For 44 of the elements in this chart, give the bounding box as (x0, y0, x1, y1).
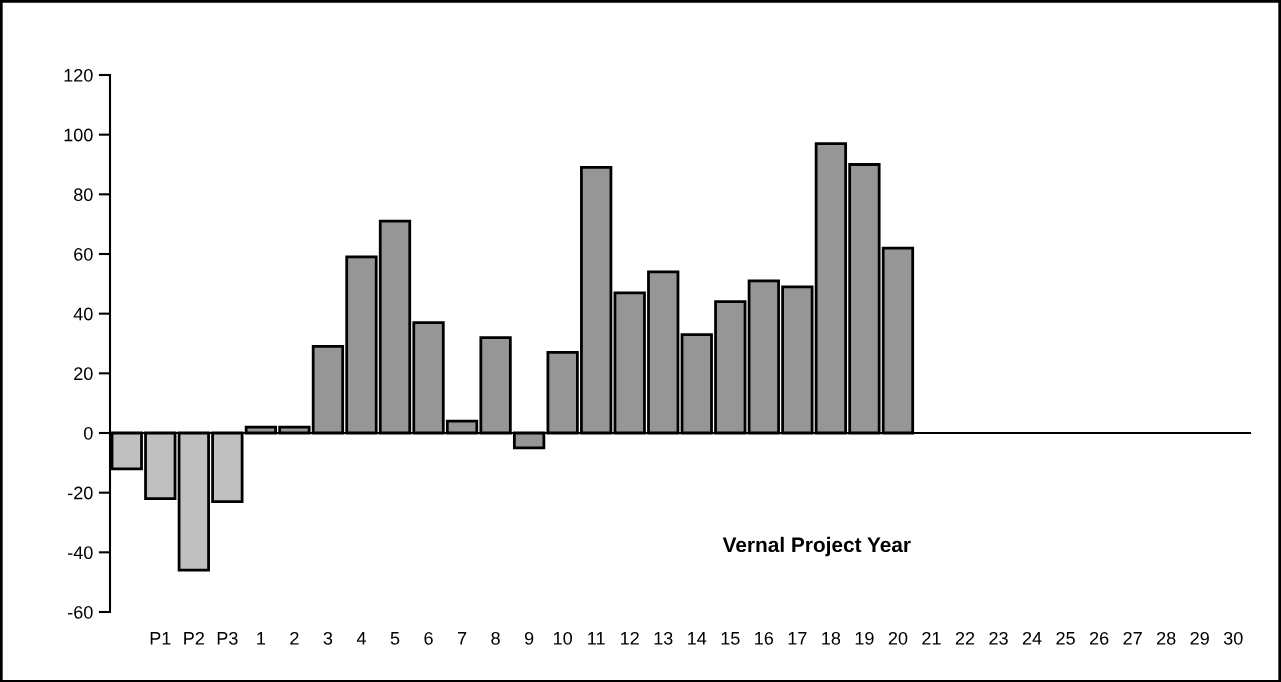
x-tick-label: 19 (855, 631, 874, 645)
x-tick-label: 3 (323, 631, 333, 645)
x-tick-label: 6 (424, 631, 433, 645)
y-tick-label: -40 (68, 546, 93, 560)
y-tick-label: 40 (73, 307, 93, 321)
x-tick-label: 4 (356, 632, 366, 645)
x-tick-label: 1 (257, 632, 266, 645)
y-tick-label: 60 (74, 247, 93, 261)
x-tick-label: 10 (553, 631, 572, 645)
y-tick-label: 0 (84, 426, 93, 440)
x-tick-label: 12 (621, 631, 639, 645)
x-tick-label: 21 (922, 631, 941, 645)
x-tick-label: 17 (788, 632, 807, 645)
x-tick-label: P3 (217, 631, 238, 645)
x-tick-label: 7 (457, 632, 467, 645)
x-tick-label: 27 (1123, 631, 1142, 645)
y-tick-label: -60 (68, 605, 93, 619)
x-tick-label: 9 (524, 631, 534, 645)
x-tick-label: 24 (1022, 631, 1042, 645)
x-tick-label: 29 (1190, 631, 1209, 645)
y-tick-label: -20 (68, 486, 93, 500)
x-tick-label: 16 (755, 631, 774, 645)
x-tick-label: 20 (888, 631, 908, 645)
x-tick-label: 2 (290, 631, 299, 645)
y-tick-label: 120 (64, 68, 93, 82)
x-tick-label: 11 (588, 632, 605, 645)
x-tick-label: P2 (184, 631, 204, 645)
x-tick-label: 26 (1089, 631, 1109, 645)
y-tick-label: 80 (74, 188, 93, 202)
x-axis-title: Vernal Project Year (722, 536, 911, 557)
y-tick-label: 100 (64, 128, 93, 142)
x-tick-label: 8 (491, 631, 500, 645)
x-tick-label: 14 (688, 632, 707, 645)
x-tick-label: 22 (955, 631, 975, 645)
x-tick-label: 25 (1056, 631, 1075, 645)
x-tick-label: 30 (1223, 631, 1243, 645)
x-tick-label: P1 (150, 632, 171, 645)
x-tick-label: 23 (989, 631, 1008, 645)
x-tick-label: 28 (1157, 631, 1176, 645)
x-tick-label: 13 (654, 631, 673, 645)
y-tick-label: 20 (74, 367, 93, 381)
x-tick-label: 18 (822, 631, 841, 645)
x-tick-label: 15 (721, 632, 740, 645)
x-tick-label: 5 (390, 632, 400, 645)
